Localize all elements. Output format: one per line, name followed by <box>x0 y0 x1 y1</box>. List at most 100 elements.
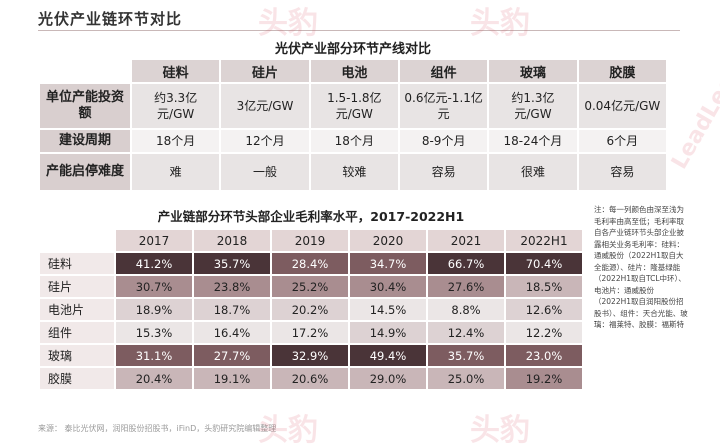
table2-cell: 27.7% <box>194 345 270 366</box>
table2-cell: 20.2% <box>272 299 348 320</box>
watermark-logo: 头豹 <box>258 6 318 41</box>
table2-cell: 32.9% <box>272 345 348 366</box>
table1-row-investment: 单位产能投资额 约3.3亿元/GW 3亿元/GW 1.5-1.8亿元/GW 0.… <box>40 84 666 128</box>
source-line: 来源： 泰比光伏网，润阳股份招股书，iFinD，头豹研究院编辑整理 <box>38 424 277 433</box>
table2-cell: 14.9% <box>350 322 426 343</box>
table2-cell: 25.2% <box>272 276 348 297</box>
table2-year-header: 2022H1 <box>506 230 582 251</box>
table2-cell: 70.4% <box>506 253 582 274</box>
table2-cell: 19.1% <box>194 368 270 389</box>
table1-col-header: 组件 <box>399 60 488 82</box>
table2-cell: 27.6% <box>428 276 504 297</box>
table2-cell: 17.2% <box>272 322 348 343</box>
table1-col-header: 电池 <box>310 60 398 82</box>
table1-corner <box>40 60 130 82</box>
table2-cell: 28.4% <box>272 253 348 274</box>
table1-cell: 1.5-1.8亿元/GW <box>310 84 398 128</box>
table1-cell: 18-24个月 <box>489 130 577 152</box>
table2-year-header: 2019 <box>272 230 348 251</box>
table2-cell: 66.7% <box>428 253 504 274</box>
table2-cell: 49.4% <box>350 345 426 366</box>
table2-cell: 29.0% <box>350 368 426 389</box>
table2-cell: 34.7% <box>350 253 426 274</box>
table1-cell: 一般 <box>221 154 309 190</box>
table2-row-header: 组件 <box>40 322 114 343</box>
table1-cell: 8-9个月 <box>399 130 488 152</box>
table2-cell: 20.4% <box>116 368 192 389</box>
table2-cell: 35.7% <box>194 253 270 274</box>
table1-header-row: 硅料 硅片 电池 组件 玻璃 胶膜 <box>40 60 666 82</box>
table2-row-header: 玻璃 <box>40 345 114 366</box>
footnote: 注：每一列颜色由深至浅为毛利率由高至低；毛利率取自各产业链环节头部企业披露相关业… <box>594 205 688 329</box>
table1-cell: 容易 <box>399 154 488 190</box>
table2-cell: 8.8% <box>428 299 504 320</box>
page-title: 光伏产业链环节对比 <box>38 10 183 28</box>
table2-row-header: 电池片 <box>40 299 114 320</box>
table2-cell: 23.0% <box>506 345 582 366</box>
table2-title: 产业链部分环节头部企业毛利率水平，2017-2022H1 <box>157 209 465 224</box>
table2-row: 胶膜 20.4% 19.1% 20.6% 29.0% 25.0% 19.2% <box>40 368 582 389</box>
table2-cell: 12.2% <box>506 322 582 343</box>
table1-cell: 0.04亿元/GW <box>578 84 666 128</box>
table1-title: 光伏产业部分环节产线对比 <box>274 42 431 57</box>
table1-row-header: 建设周期 <box>40 130 130 152</box>
table2-year-header: 2017 <box>116 230 192 251</box>
table2-row: 玻璃 31.1% 27.7% 32.9% 49.4% 35.7% 23.0% <box>40 345 582 366</box>
table2-cell: 15.3% <box>116 322 192 343</box>
table2-row-header: 硅片 <box>40 276 114 297</box>
table1-cell: 18个月 <box>310 130 398 152</box>
table2-row-header: 胶膜 <box>40 368 114 389</box>
table1-col-header: 胶膜 <box>578 60 666 82</box>
gross-margin-table: 2017 2018 2019 2020 2021 2022H1 硅料 41.2% 3… <box>38 228 584 391</box>
table2-cell: 18.7% <box>194 299 270 320</box>
table2-cell: 30.4% <box>350 276 426 297</box>
table2-row: 组件 15.3% 16.4% 17.2% 14.9% 12.4% 12.2% <box>40 322 582 343</box>
table2-row-header: 硅料 <box>40 253 114 274</box>
table2-cell: 18.5% <box>506 276 582 297</box>
capacity-comparison-table: 硅料 硅片 电池 组件 玻璃 胶膜 单位产能投资额 约3.3亿元/GW 3亿元/… <box>38 58 668 192</box>
table1-cell: 约3.3亿元/GW <box>132 84 220 128</box>
table1-row-header: 单位产能投资额 <box>40 84 130 128</box>
table1-cell: 约1.3亿元/GW <box>489 84 577 128</box>
watermark-text: LeadLeo <box>667 71 720 174</box>
table2-cell: 14.5% <box>350 299 426 320</box>
table2-cell: 18.9% <box>116 299 192 320</box>
table2-row: 硅片 30.7% 23.8% 25.2% 30.4% 27.6% 18.5% <box>40 276 582 297</box>
table1-cell: 12个月 <box>221 130 309 152</box>
table1-col-header: 玻璃 <box>489 60 577 82</box>
watermark-logo: 头豹 <box>470 6 530 41</box>
table1-cell: 18个月 <box>132 130 220 152</box>
table1-row-difficulty: 产能启停难度 难 一般 较难 容易 很难 容易 <box>40 154 666 190</box>
table2-year-header: 2018 <box>194 230 270 251</box>
table2-cell: 12.4% <box>428 322 504 343</box>
table1-col-header: 硅片 <box>221 60 309 82</box>
table2-cell: 41.2% <box>116 253 192 274</box>
table2-year-header: 2020 <box>350 230 426 251</box>
watermark-logo: 头豹 <box>470 413 530 444</box>
table2-cell: 35.7% <box>428 345 504 366</box>
table1-row-build-period: 建设周期 18个月 12个月 18个月 8-9个月 18-24个月 6个月 <box>40 130 666 152</box>
table2-cell: 25.0% <box>428 368 504 389</box>
table1-cell: 很难 <box>489 154 577 190</box>
table1-cell: 难 <box>132 154 220 190</box>
table1-cell: 较难 <box>310 154 398 190</box>
table1-cell: 0.6亿元-1.1亿元 <box>399 84 488 128</box>
table2-cell: 16.4% <box>194 322 270 343</box>
title-divider <box>38 30 680 31</box>
table1-col-header: 硅料 <box>132 60 220 82</box>
table2-header-row: 2017 2018 2019 2020 2021 2022H1 <box>40 230 582 251</box>
table2-cell: 31.1% <box>116 345 192 366</box>
table1-cell: 3亿元/GW <box>221 84 309 128</box>
table1-cell: 6个月 <box>578 130 666 152</box>
table2-row: 电池片 18.9% 18.7% 20.2% 14.5% 8.8% 12.6% <box>40 299 582 320</box>
table1-cell: 容易 <box>578 154 666 190</box>
table1-row-header: 产能启停难度 <box>40 154 130 190</box>
table2-cell: 19.2% <box>506 368 582 389</box>
table2-cell: 30.7% <box>116 276 192 297</box>
table2-corner <box>40 230 114 251</box>
table2-cell: 12.6% <box>506 299 582 320</box>
table2-cell: 20.6% <box>272 368 348 389</box>
table2-cell: 23.8% <box>194 276 270 297</box>
table2-year-header: 2021 <box>428 230 504 251</box>
table2-row: 硅料 41.2% 35.7% 28.4% 34.7% 66.7% 70.4% <box>40 253 582 274</box>
